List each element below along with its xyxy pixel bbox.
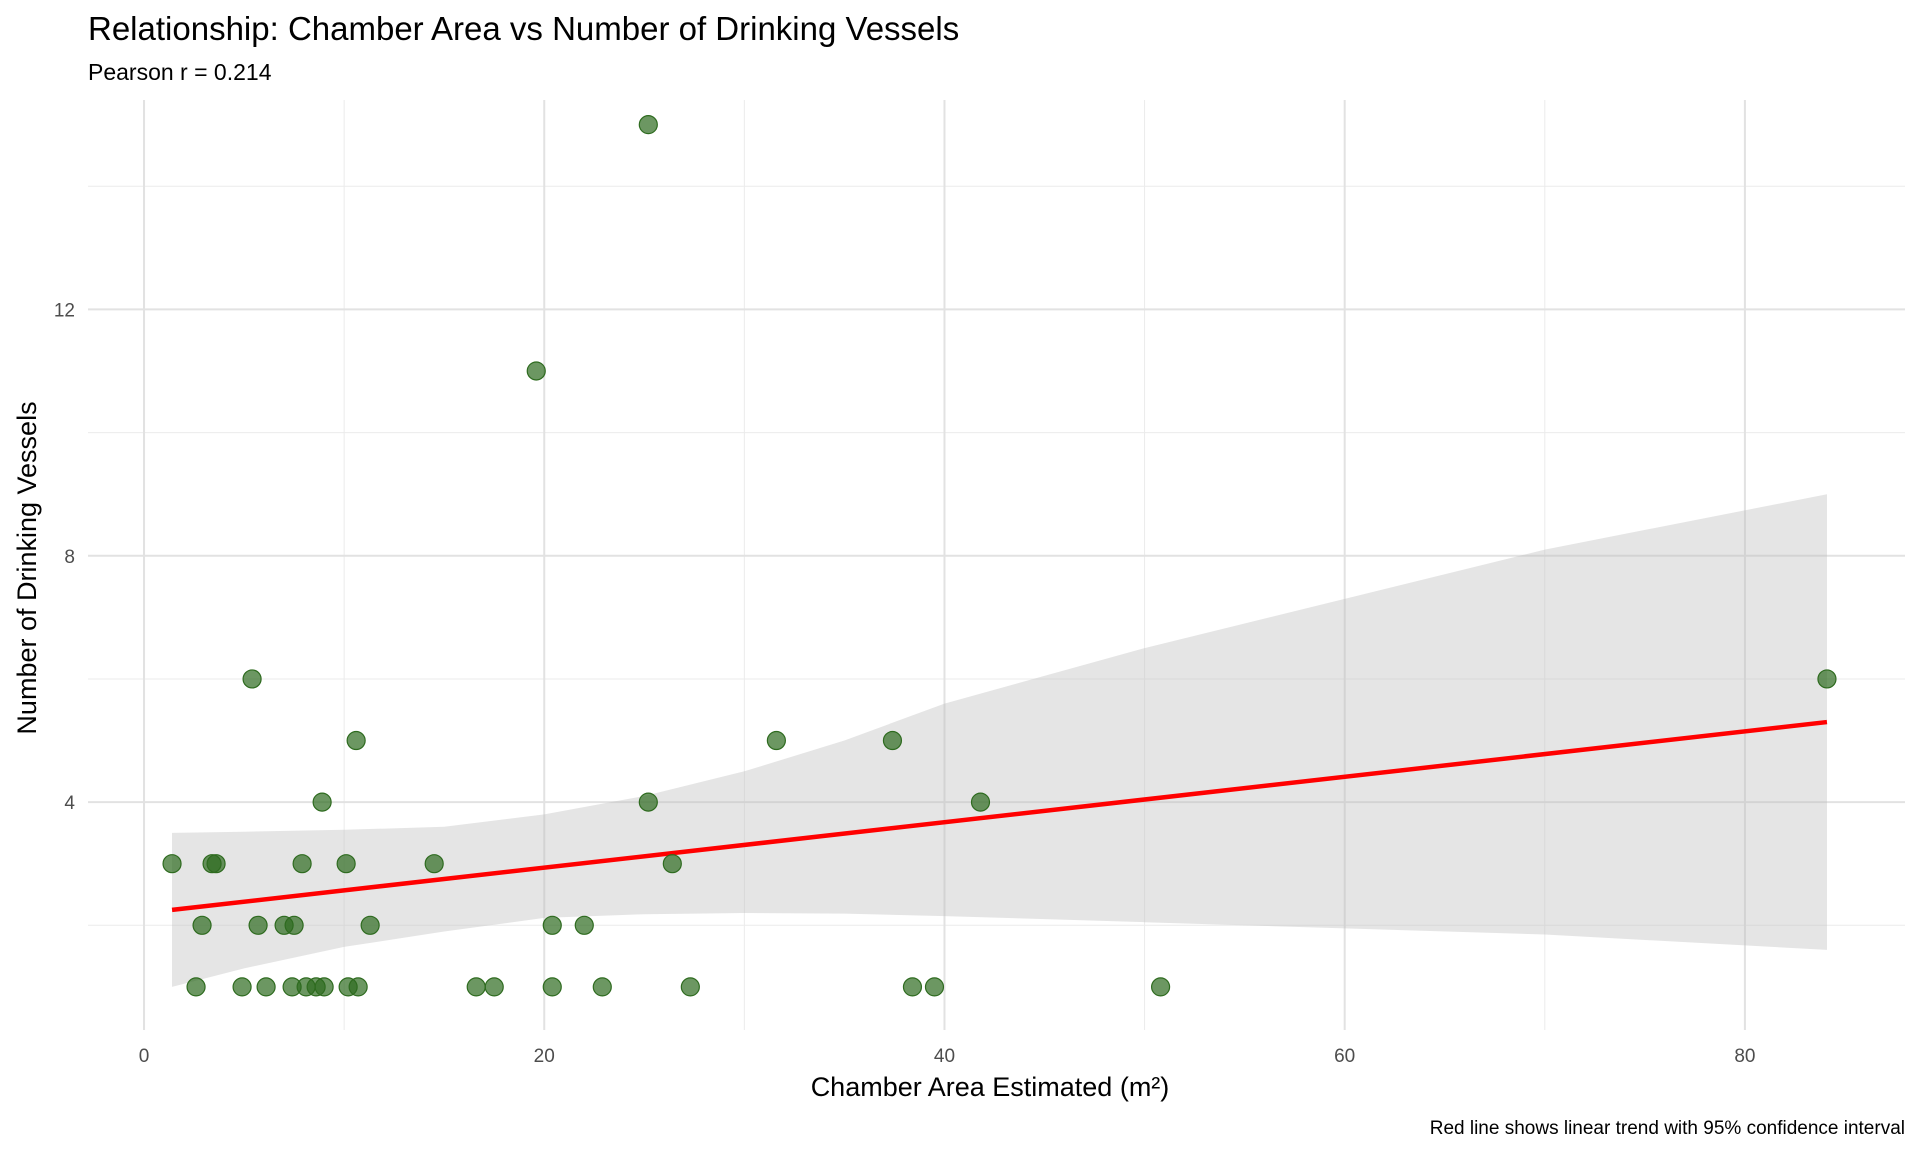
chart-subtitle: Pearson r = 0.214 [88, 59, 272, 85]
data-point [680, 977, 700, 997]
data-point [360, 915, 380, 935]
data-point [970, 792, 991, 812]
data-point [192, 915, 212, 935]
data-point [284, 915, 304, 935]
points-layer [162, 115, 1837, 997]
y-tick-label: 8 [64, 547, 75, 568]
data-point [882, 730, 903, 751]
trend-line-layer [171, 719, 1828, 913]
confidence-band [172, 494, 1827, 987]
y-axis-title: Number of Drinking Vessels [12, 401, 42, 734]
data-point [312, 792, 332, 812]
chart-title: Relationship: Chamber Area vs Number of … [88, 10, 959, 47]
data-point [766, 730, 786, 751]
x-tick-label: 0 [139, 1046, 150, 1067]
x-tick-label: 40 [934, 1046, 955, 1067]
data-point [466, 977, 486, 997]
data-point [292, 854, 312, 874]
data-point [902, 977, 923, 997]
data-point [662, 854, 682, 874]
x-tick-label: 80 [1734, 1046, 1755, 1067]
y-tick-label: 4 [64, 793, 75, 814]
data-point [638, 792, 658, 812]
grid-lines [88, 100, 1905, 1030]
data-point [542, 915, 562, 935]
data-point [424, 854, 444, 874]
y-axis-ticks: 4 8 12 [54, 300, 76, 814]
data-point [346, 730, 366, 751]
data-point [348, 977, 368, 997]
data-point [1817, 669, 1837, 689]
data-point [526, 361, 546, 381]
data-point [242, 669, 262, 689]
data-point [484, 977, 504, 997]
data-point [592, 977, 612, 997]
data-point [336, 854, 356, 874]
x-axis-ticks: 0 20 40 60 80 [139, 1046, 1756, 1067]
data-point [1150, 977, 1171, 997]
x-tick-label: 20 [534, 1046, 555, 1067]
data-point [162, 854, 182, 874]
data-point [248, 915, 268, 935]
chart-caption: Red line shows linear trend with 95% con… [1430, 1118, 1905, 1139]
data-point [206, 854, 226, 874]
data-point [256, 977, 276, 997]
y-tick-label: 12 [54, 300, 75, 321]
data-point [232, 977, 252, 997]
data-point [574, 915, 594, 935]
data-point [638, 115, 658, 135]
data-point [314, 977, 334, 997]
data-point [542, 977, 562, 997]
data-point [186, 977, 206, 997]
x-tick-label: 60 [1334, 1046, 1355, 1067]
trend-line [171, 719, 1828, 913]
confidence-band-layer [172, 494, 1827, 987]
x-axis-title: Chamber Area Estimated (m²) [811, 1072, 1170, 1102]
data-point [924, 977, 945, 997]
